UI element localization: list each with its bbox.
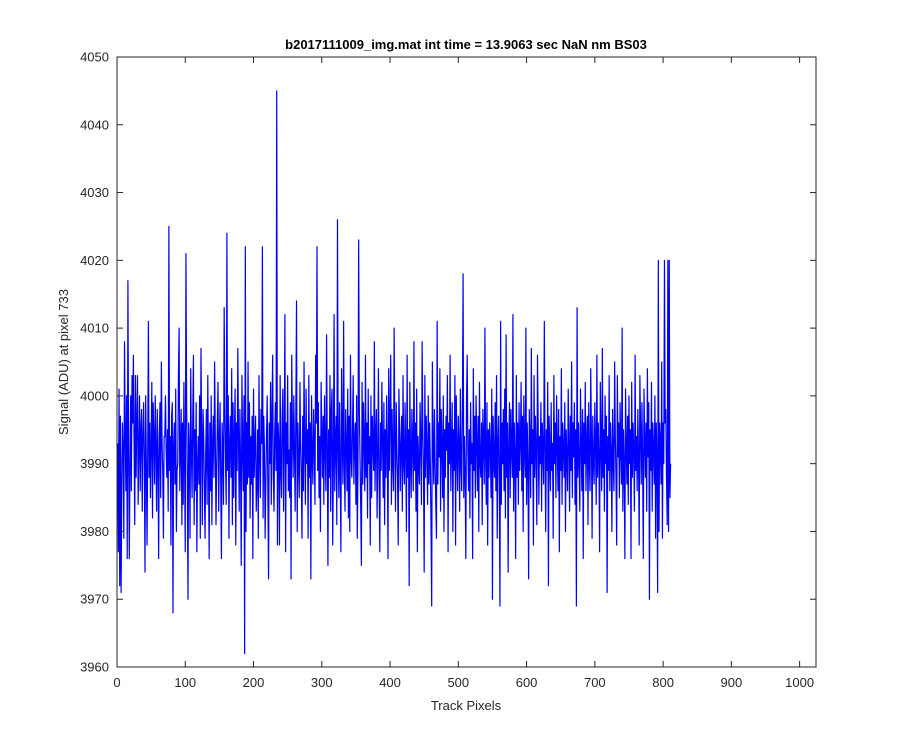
x-tick-label: 400 xyxy=(379,675,401,690)
x-tick-label: 0 xyxy=(113,675,120,690)
y-axis-label: Signal (ADU) at pixel 733 xyxy=(56,289,71,435)
chart-title: b2017111009_img.mat int time = 13.9063 s… xyxy=(285,37,647,52)
x-axis-ticks: 0 100 200 300 400 500 600 700 800 900 1000 xyxy=(113,57,814,690)
x-tick-label: 600 xyxy=(516,675,538,690)
x-tick-label: 300 xyxy=(311,675,333,690)
series-layer xyxy=(117,90,672,655)
x-tick-label: 200 xyxy=(243,675,265,690)
series-line xyxy=(117,90,672,655)
y-tick-label: 4040 xyxy=(80,117,109,132)
x-tick-label: 800 xyxy=(652,675,674,690)
x-axis-label: Track Pixels xyxy=(431,698,502,713)
x-tick-label: 500 xyxy=(447,675,469,690)
y-tick-label: 4050 xyxy=(80,50,109,65)
x-tick-label: 900 xyxy=(721,675,743,690)
y-tick-label: 4010 xyxy=(80,321,109,336)
y-tick-label: 4030 xyxy=(80,185,109,200)
y-tick-label: 3970 xyxy=(80,592,109,607)
y-axis-ticks: 3960 3970 3980 3990 4000 4010 4020 4030 4040 4050 xyxy=(80,50,816,675)
y-tick-label: 4020 xyxy=(80,253,109,268)
axes-box xyxy=(116,56,817,668)
x-tick-label: 700 xyxy=(584,675,606,690)
y-tick-label: 3960 xyxy=(80,660,109,675)
x-tick-label: 1000 xyxy=(785,675,814,690)
y-tick-label: 3990 xyxy=(80,456,109,471)
x-tick-label: 100 xyxy=(174,675,196,690)
y-tick-label: 3980 xyxy=(80,524,109,539)
y-tick-label: 4000 xyxy=(80,388,109,403)
